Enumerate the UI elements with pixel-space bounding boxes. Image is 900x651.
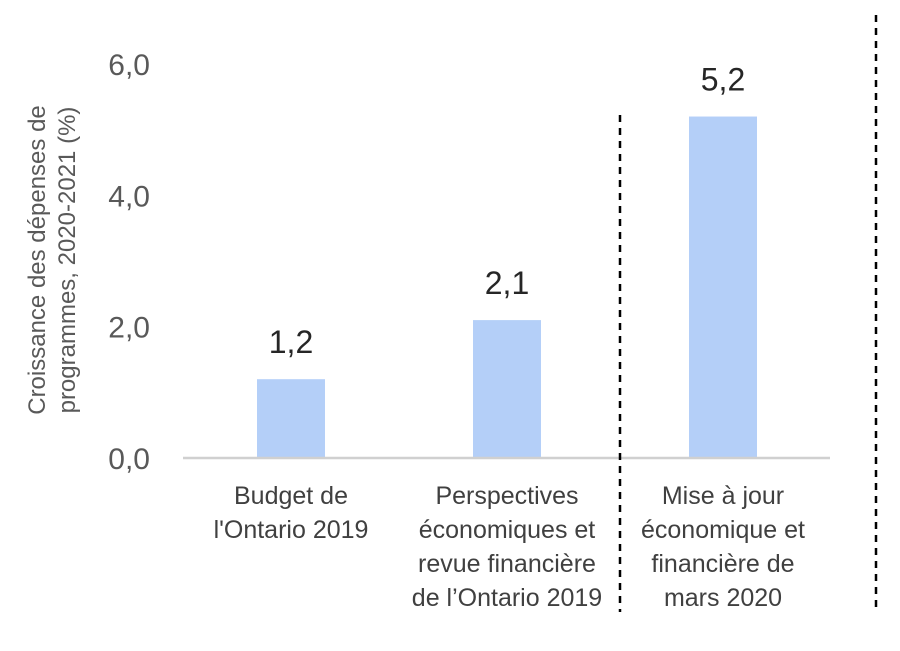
category-label-line: économiques et <box>419 516 596 544</box>
y-axis-title-line: programmes, 2020-2021 (%) <box>54 107 81 414</box>
separators <box>618 15 878 612</box>
y-tick-label: 0,0 <box>108 443 150 476</box>
y-tick-label: 4,0 <box>108 180 150 213</box>
category-label-line: financière de <box>651 550 794 578</box>
y-axis-ticks: 0,0 2,0 4,0 6,0 <box>108 49 150 476</box>
bar <box>473 320 541 458</box>
bar <box>257 379 325 458</box>
category-label: Mise à jour économique et financière de mar… <box>641 482 805 612</box>
category-label-line: économique et <box>641 516 805 544</box>
category-labels: Budget de l'Ontario 2019 Perspectives écono… <box>214 482 805 612</box>
category-label-line: Mise à jour <box>662 482 784 510</box>
category-label-line: revue financière <box>418 550 596 578</box>
category-label: Budget de l'Ontario 2019 <box>214 482 369 544</box>
y-axis-label: Croissance des dépenses de programmes, 20… <box>24 105 81 415</box>
bar <box>689 116 757 459</box>
category-label-line: Budget de <box>234 482 348 510</box>
category-label-line: Perspectives <box>435 482 578 510</box>
data-label: 1,2 <box>269 324 313 360</box>
category-label-line: l'Ontario 2019 <box>214 516 369 544</box>
category-label: Perspectives économiques et revue financiè… <box>412 482 602 612</box>
y-axis-title-line: Croissance des dépenses de <box>24 105 51 415</box>
y-tick-label: 2,0 <box>108 312 150 345</box>
category-label-line: de l’Ontario 2019 <box>412 584 602 612</box>
data-label: 5,2 <box>701 62 745 98</box>
y-tick-label: 6,0 <box>108 49 150 82</box>
data-labels: 1,2 2,1 5,2 <box>269 62 745 361</box>
data-label: 2,1 <box>485 265 529 301</box>
bars <box>257 116 757 459</box>
category-label-line: mars 2020 <box>664 584 782 612</box>
y-axis-title: Croissance des dépenses de programmes, 20… <box>24 105 81 415</box>
